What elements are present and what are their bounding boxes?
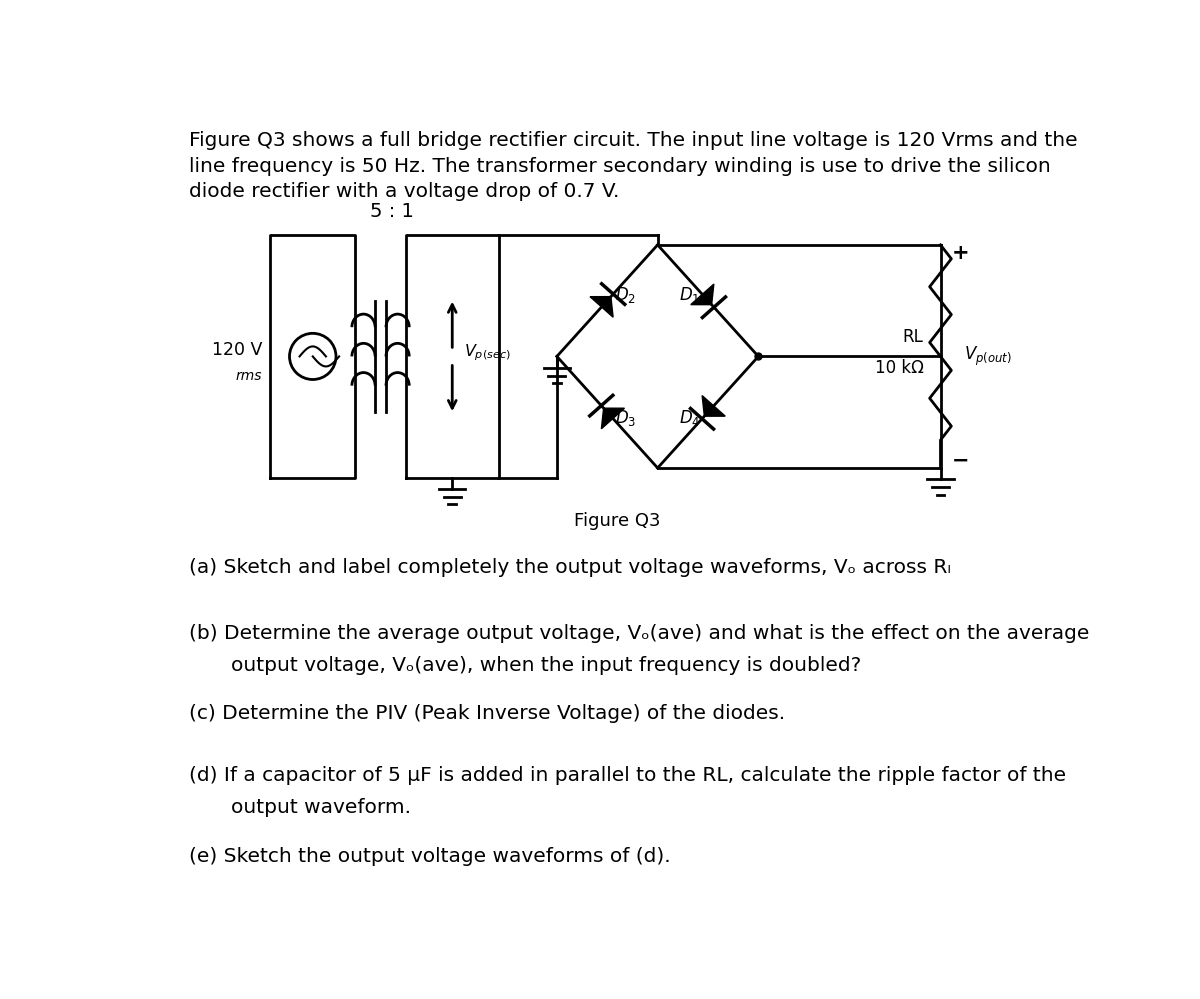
Text: −: − — [952, 451, 970, 471]
Text: +: + — [952, 243, 970, 263]
Text: 120 V: 120 V — [212, 342, 263, 360]
Text: $V_{p(out)}$: $V_{p(out)}$ — [964, 345, 1012, 368]
Text: (e) Sketch the output voltage waveforms of (d).: (e) Sketch the output voltage waveforms … — [188, 847, 671, 866]
Text: rms: rms — [236, 370, 263, 384]
Text: Figure Q3: Figure Q3 — [574, 512, 660, 530]
Text: $D_3$: $D_3$ — [614, 408, 636, 428]
Text: RL: RL — [902, 329, 924, 347]
Text: (a) Sketch and label completely the output voltage waveforms, Vₒ across Rₗ: (a) Sketch and label completely the outp… — [188, 558, 950, 577]
Text: 10 kΩ: 10 kΩ — [875, 359, 924, 377]
Polygon shape — [590, 297, 613, 318]
Text: $D_4$: $D_4$ — [679, 408, 701, 428]
Text: (d) If a capacitor of 5 μF is added in parallel to the RL, calculate the ripple : (d) If a capacitor of 5 μF is added in p… — [188, 766, 1066, 785]
Text: $D_1$: $D_1$ — [679, 285, 701, 305]
Text: $V_{p(sec)}$: $V_{p(sec)}$ — [464, 343, 511, 363]
Polygon shape — [691, 284, 714, 305]
Text: Figure Q3 shows a full bridge rectifier circuit. The input line voltage is 120 V: Figure Q3 shows a full bridge rectifier … — [188, 132, 1078, 151]
Text: $D_2$: $D_2$ — [614, 285, 636, 305]
Text: (b) Determine the average output voltage, Vₒ(ave) and what is the effect on the : (b) Determine the average output voltage… — [188, 623, 1090, 642]
Text: 5 : 1: 5 : 1 — [371, 203, 414, 222]
Text: output voltage, Vₒ(ave), when the input frequency is doubled?: output voltage, Vₒ(ave), when the input … — [232, 656, 862, 675]
Polygon shape — [702, 396, 725, 417]
Polygon shape — [601, 409, 624, 429]
Text: output waveform.: output waveform. — [232, 798, 412, 817]
Text: diode rectifier with a voltage drop of 0.7 V.: diode rectifier with a voltage drop of 0… — [188, 182, 619, 201]
Text: (c) Determine the PIV (Peak Inverse Voltage) of the diodes.: (c) Determine the PIV (Peak Inverse Volt… — [188, 704, 785, 723]
Text: line frequency is 50 Hz. The transformer secondary winding is use to drive the s: line frequency is 50 Hz. The transformer… — [188, 157, 1050, 176]
